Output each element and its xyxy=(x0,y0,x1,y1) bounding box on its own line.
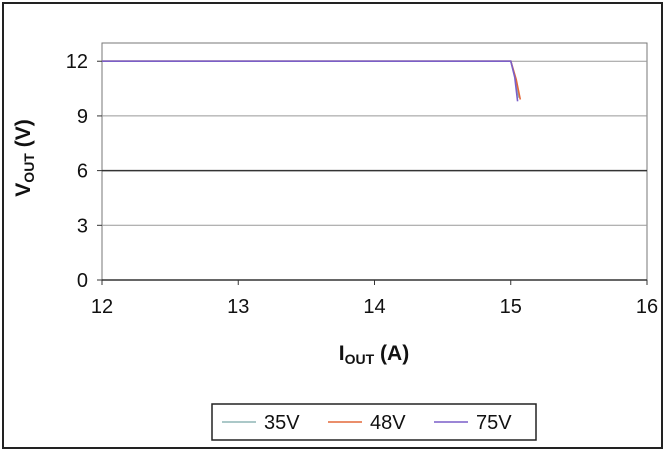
series-lines xyxy=(102,60,522,102)
x-tick-label-15: 15 xyxy=(500,296,522,318)
legend: 35V 48V 75V xyxy=(211,403,537,441)
y-tick-label-6: 6 xyxy=(77,161,88,183)
legend-label-35V: 35V xyxy=(264,412,300,434)
x-tick-labels: 12 13 14 15 16 xyxy=(91,296,658,318)
y-tick-labels: 0 3 6 9 12 xyxy=(66,51,88,292)
x-tick-label-13: 13 xyxy=(227,296,249,318)
plot-area xyxy=(101,42,648,281)
y-tick-label-3: 3 xyxy=(77,215,88,237)
x-tick-label-14: 14 xyxy=(363,296,385,318)
y-tick-label-12: 12 xyxy=(66,51,88,73)
y-axis-title-main: V xyxy=(12,183,35,197)
x-axis-title-sub: OUT xyxy=(345,351,375,367)
x-axis-title-main: I xyxy=(339,342,345,365)
y-axis-title: VOUT (V) xyxy=(12,119,37,196)
x-axis-title-unit: (A) xyxy=(374,342,409,365)
legend-label-48V: 48V xyxy=(370,412,406,434)
x-tick-label-16: 16 xyxy=(636,296,658,318)
series-line-75V xyxy=(102,60,519,102)
legend-box xyxy=(211,403,537,441)
legend-label-75V: 75V xyxy=(476,412,512,434)
y-axis-title-unit: (V) xyxy=(12,119,35,153)
y-axis-title-sub: OUT xyxy=(21,153,37,183)
y-tick-label-0: 0 xyxy=(77,270,88,292)
x-axis-title: IOUT (A) xyxy=(339,342,409,367)
x-tick-label-12: 12 xyxy=(91,296,113,318)
y-tick-label-9: 9 xyxy=(77,106,88,128)
